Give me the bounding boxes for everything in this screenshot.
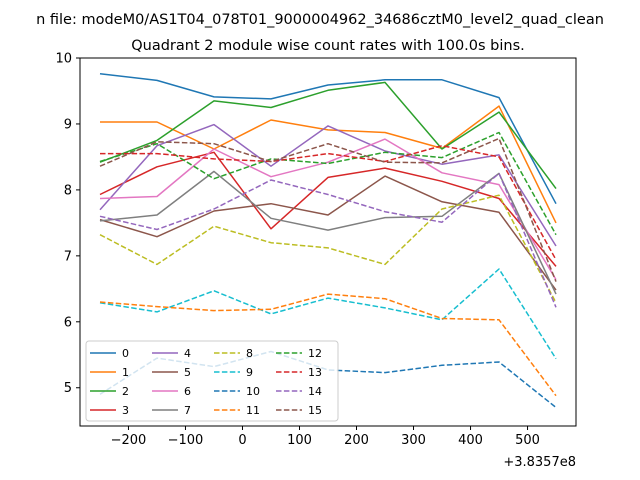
legend-label-13: 13 [308,366,322,379]
series-line-8 [99,194,557,304]
legend-label-2: 2 [122,385,129,398]
x-axis: −200 −100 0 100 200 300 400 500 [111,426,540,448]
x-offset-label: +3.8357e8 [503,455,576,470]
legend-label-10: 10 [246,385,260,398]
series-line-5 [99,175,557,291]
series-line-1 [100,105,557,224]
series-line-2 [99,81,557,190]
legend-label-1: 1 [122,366,129,379]
chart-title: Quadrant 2 module wise count rates with … [131,38,525,54]
y-tick-label: 8 [64,183,72,198]
legend-label-9: 9 [246,366,253,379]
series-line-14 [99,172,557,308]
legend-label-5: 5 [184,366,191,379]
legend-label-4: 4 [184,347,191,360]
series-line-7 [99,170,557,295]
legend-label-8: 8 [246,347,253,360]
y-tick-label: 7 [64,249,72,264]
y-tick-label: 6 [64,315,72,330]
y-tick-label: 10 [55,52,72,67]
x-tick-label: −100 [168,433,204,448]
x-tick-label: 0 [238,433,246,448]
legend-label-0: 0 [122,347,129,360]
plot-frame [79,57,577,427]
series-line-6 [99,138,557,280]
y-axis: 5 6 7 8 9 10 [55,52,80,396]
series-line-4 [99,123,557,247]
legend-label-7: 7 [184,404,191,417]
legend-box [85,340,339,422]
series-line-13 [100,144,557,261]
x-tick-label: 300 [401,433,426,448]
x-tick-label: 400 [458,433,483,448]
series-layer [99,73,557,409]
series-line-10 [99,350,557,409]
x-tick-label: 200 [344,433,369,448]
y-tick-label: 5 [64,381,72,396]
y-tick-label: 9 [64,117,72,132]
legend-label-15: 15 [308,404,322,417]
x-tick-label: −200 [111,433,147,448]
series-line-11 [99,293,557,397]
figure-suptitle: n file: modeM0/AS1T04_078T01_9000004962_… [36,12,604,28]
series-line-3 [99,151,557,267]
legend-label-11: 11 [246,404,260,417]
series-line-9 [99,268,557,360]
legend-label-14: 14 [308,385,322,398]
legend-label-3: 3 [122,404,129,417]
x-tick-label: 100 [287,433,312,448]
series-line-15 [99,137,557,282]
x-tick-label: 500 [515,433,540,448]
series-line-0 [99,73,557,205]
legend-label-12: 12 [308,347,322,360]
legend-label-6: 6 [184,385,191,398]
